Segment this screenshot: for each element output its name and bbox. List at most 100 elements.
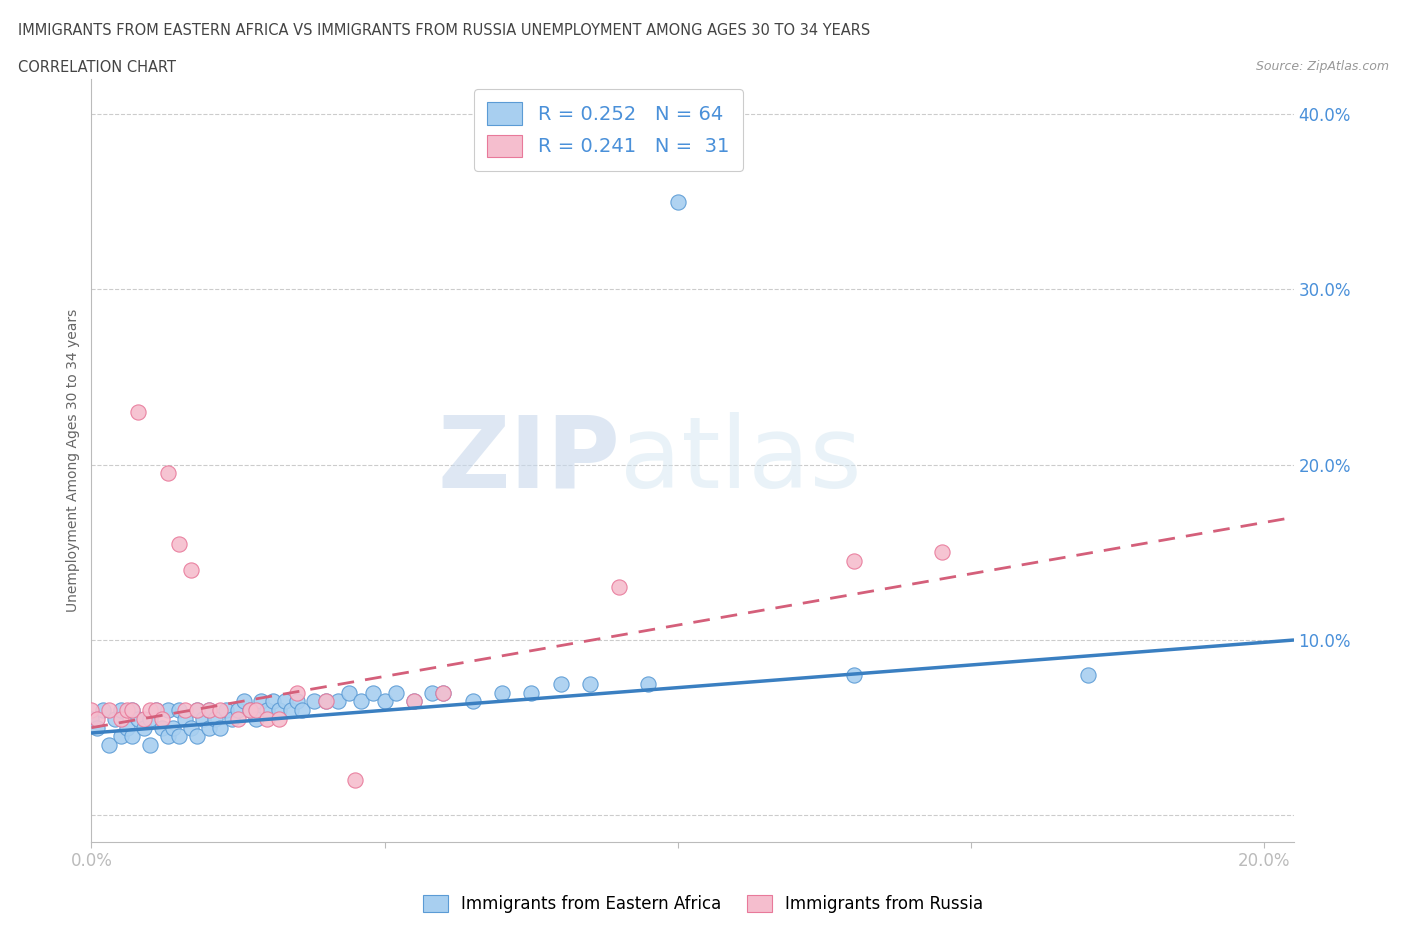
- Point: [86, 720, 108, 735]
- Point: [432, 685, 454, 700]
- Point: [666, 194, 689, 209]
- Point: [285, 685, 308, 700]
- Point: [291, 703, 314, 718]
- Point: [232, 694, 254, 709]
- Point: [150, 720, 173, 735]
- Point: [145, 703, 167, 718]
- Point: [374, 694, 396, 709]
- Point: [162, 720, 184, 735]
- Point: [150, 711, 173, 726]
- Point: [134, 711, 156, 726]
- Point: [344, 773, 367, 788]
- Point: [402, 694, 425, 709]
- Point: [197, 703, 219, 718]
- Point: [191, 711, 214, 726]
- Point: [115, 703, 138, 718]
- Legend: R = 0.252   N = 64, R = 0.241   N =  31: R = 0.252 N = 64, R = 0.241 N = 31: [474, 88, 742, 170]
- Point: [842, 553, 865, 568]
- Text: IMMIGRANTS FROM EASTERN AFRICA VS IMMIGRANTS FROM RUSSIA UNEMPLOYMENT AMONG AGES: IMMIGRANTS FROM EASTERN AFRICA VS IMMIGR…: [18, 23, 870, 38]
- Point: [315, 694, 337, 709]
- Point: [110, 703, 132, 718]
- Point: [221, 711, 243, 726]
- Point: [98, 703, 121, 718]
- Point: [420, 685, 443, 700]
- Point: [169, 703, 191, 718]
- Point: [339, 685, 361, 700]
- Point: [402, 694, 425, 709]
- Point: [110, 711, 132, 726]
- Point: [267, 703, 290, 718]
- Point: [139, 703, 162, 718]
- Point: [361, 685, 384, 700]
- Point: [156, 703, 179, 718]
- Text: Source: ZipAtlas.com: Source: ZipAtlas.com: [1256, 60, 1389, 73]
- Point: [80, 703, 103, 718]
- Point: [226, 711, 249, 726]
- Point: [280, 703, 302, 718]
- Point: [385, 685, 408, 700]
- Point: [104, 711, 127, 726]
- Point: [326, 694, 349, 709]
- Point: [491, 685, 513, 700]
- Point: [156, 729, 179, 744]
- Point: [197, 703, 219, 718]
- Point: [607, 580, 630, 595]
- Point: [239, 703, 262, 718]
- Point: [174, 703, 197, 718]
- Point: [121, 729, 143, 744]
- Point: [91, 703, 114, 718]
- Point: [139, 711, 162, 726]
- Point: [1077, 668, 1099, 683]
- Point: [209, 703, 232, 718]
- Point: [637, 676, 659, 691]
- Point: [180, 563, 202, 578]
- Point: [209, 720, 232, 735]
- Point: [461, 694, 484, 709]
- Text: atlas: atlas: [620, 412, 862, 509]
- Point: [169, 729, 191, 744]
- Point: [127, 711, 149, 726]
- Point: [256, 711, 278, 726]
- Text: CORRELATION CHART: CORRELATION CHART: [18, 60, 176, 75]
- Point: [579, 676, 602, 691]
- Point: [169, 537, 191, 551]
- Point: [262, 694, 284, 709]
- Point: [86, 711, 108, 726]
- Point: [186, 703, 208, 718]
- Point: [842, 668, 865, 683]
- Point: [239, 703, 262, 718]
- Point: [250, 694, 273, 709]
- Point: [127, 405, 149, 419]
- Point: [274, 694, 297, 709]
- Legend: Immigrants from Eastern Africa, Immigrants from Russia: Immigrants from Eastern Africa, Immigran…: [416, 888, 990, 920]
- Point: [121, 703, 143, 718]
- Point: [245, 711, 267, 726]
- Point: [285, 694, 308, 709]
- Point: [174, 711, 197, 726]
- Text: ZIP: ZIP: [437, 412, 620, 509]
- Point: [204, 711, 226, 726]
- Point: [134, 720, 156, 735]
- Point: [350, 694, 373, 709]
- Point: [256, 703, 278, 718]
- Point: [186, 729, 208, 744]
- Point: [197, 720, 219, 735]
- Point: [520, 685, 543, 700]
- Point: [550, 676, 572, 691]
- Point: [98, 737, 121, 752]
- Point: [315, 694, 337, 709]
- Point: [110, 729, 132, 744]
- Point: [302, 694, 325, 709]
- Y-axis label: Unemployment Among Ages 30 to 34 years: Unemployment Among Ages 30 to 34 years: [66, 309, 80, 612]
- Point: [186, 703, 208, 718]
- Point: [115, 720, 138, 735]
- Point: [267, 711, 290, 726]
- Point: [226, 703, 249, 718]
- Point: [245, 703, 267, 718]
- Point: [145, 703, 167, 718]
- Point: [215, 703, 238, 718]
- Point: [156, 466, 179, 481]
- Point: [121, 703, 143, 718]
- Point: [180, 720, 202, 735]
- Point: [139, 737, 162, 752]
